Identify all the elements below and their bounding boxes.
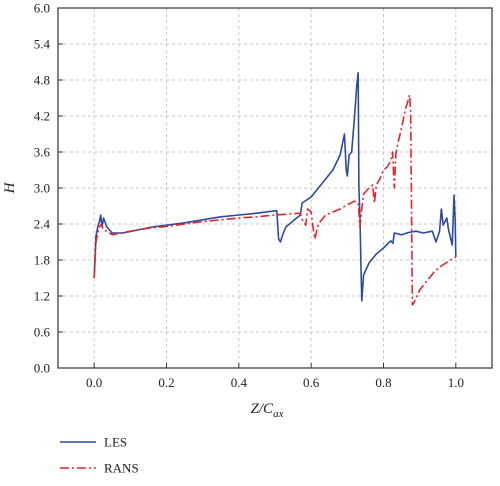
axis-ticks: 0.0 0.2 0.4 0.6 0.8 1.0 0.0 0.6 1.2 1.8 2.4 3.0 3.6 4…: [34, 1, 464, 391]
x-axis-label-main: Z/C: [251, 401, 275, 417]
legend: LES RANS: [60, 435, 139, 476]
y-axis-label: H: [2, 181, 18, 194]
x-tick-label: 0.0: [86, 375, 102, 390]
series-line-les: [93, 72, 457, 302]
x-axis-label-subscript: ax: [273, 408, 284, 420]
y-tick-label: 4.2: [34, 109, 50, 124]
x-axis-label: Z/Cax: [251, 401, 284, 420]
y-tick-label: 3.6: [34, 145, 51, 160]
y-tick-label: 0.0: [34, 361, 50, 376]
x-tick-label: 0.2: [158, 375, 174, 390]
y-tick-label: 1.2: [34, 289, 50, 304]
y-tick-label: 4.8: [34, 73, 50, 88]
legend-label-rans: RANS: [104, 461, 139, 476]
y-tick-label: 3.0: [34, 181, 50, 196]
legend-label-les: LES: [104, 435, 127, 450]
series-line-rans: [93, 94, 457, 306]
x-tick-label: 0.6: [303, 375, 320, 390]
x-tick-label: 1.0: [448, 375, 464, 390]
y-tick-label: 6.0: [34, 1, 50, 16]
x-tick-label: 0.4: [231, 375, 248, 390]
y-tick-label: 0.6: [34, 325, 51, 340]
series-lines: [93, 72, 457, 306]
y-tick-label: 5.4: [34, 37, 51, 52]
gridlines: [58, 7, 492, 369]
x-tick-label: 0.8: [375, 375, 391, 390]
y-tick-label: 1.8: [34, 253, 50, 268]
y-tick-label: 2.4: [34, 217, 51, 232]
